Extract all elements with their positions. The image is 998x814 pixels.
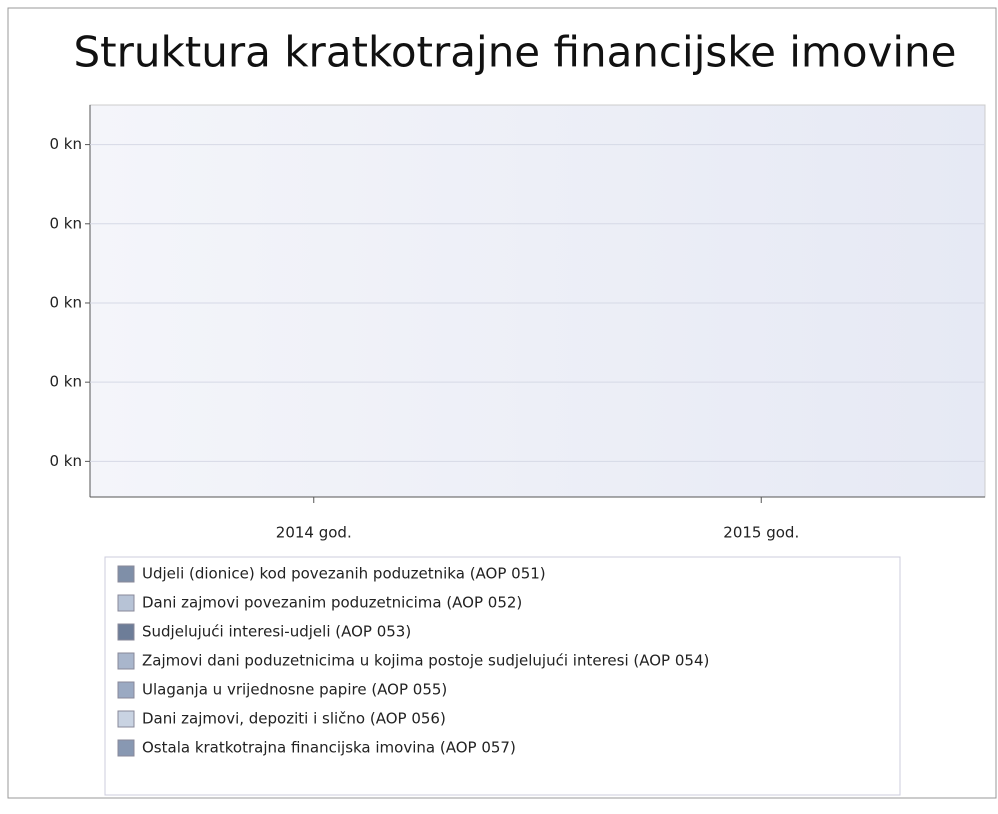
legend-swatch (117, 681, 135, 699)
chart-title: Struktura kratkotrajne financijske imovi… (73, 28, 956, 77)
y-tick-label: 0 kn (49, 293, 82, 311)
legend-swatch (117, 623, 135, 641)
legend-label: Ulaganja u vrijednosne papire (AOP 055) (142, 681, 447, 699)
y-tick-label: 0 kn (49, 452, 82, 470)
legend-swatch (117, 739, 135, 757)
legend-swatch (117, 710, 135, 728)
legend-label: Dani zajmovi povezanim poduzetnicima (AO… (142, 594, 522, 612)
y-tick-label: 0 kn (49, 135, 82, 153)
legend-label: Udjeli (dionice) kod povezanih poduzetni… (142, 565, 546, 583)
legend-label: Sudjelujući interesi-udjeli (AOP 053) (142, 623, 411, 641)
y-tick-label: 0 kn (49, 373, 82, 391)
legend-label: Zajmovi dani poduzetnicima u kojima post… (142, 652, 709, 670)
x-tick-label: 2015 god. (723, 524, 799, 542)
legend-label: Dani zajmovi, depoziti i slično (AOP 056… (142, 710, 446, 728)
legend-swatch (117, 565, 135, 583)
plot-area (89, 104, 986, 498)
legend-swatch (117, 594, 135, 612)
y-tick-label: 0 kn (49, 214, 82, 232)
legend (104, 556, 901, 796)
x-tick-label: 2014 god. (276, 524, 352, 542)
legend-swatch (117, 652, 135, 670)
legend-label: Ostala kratkotrajna financijska imovina … (142, 739, 516, 757)
